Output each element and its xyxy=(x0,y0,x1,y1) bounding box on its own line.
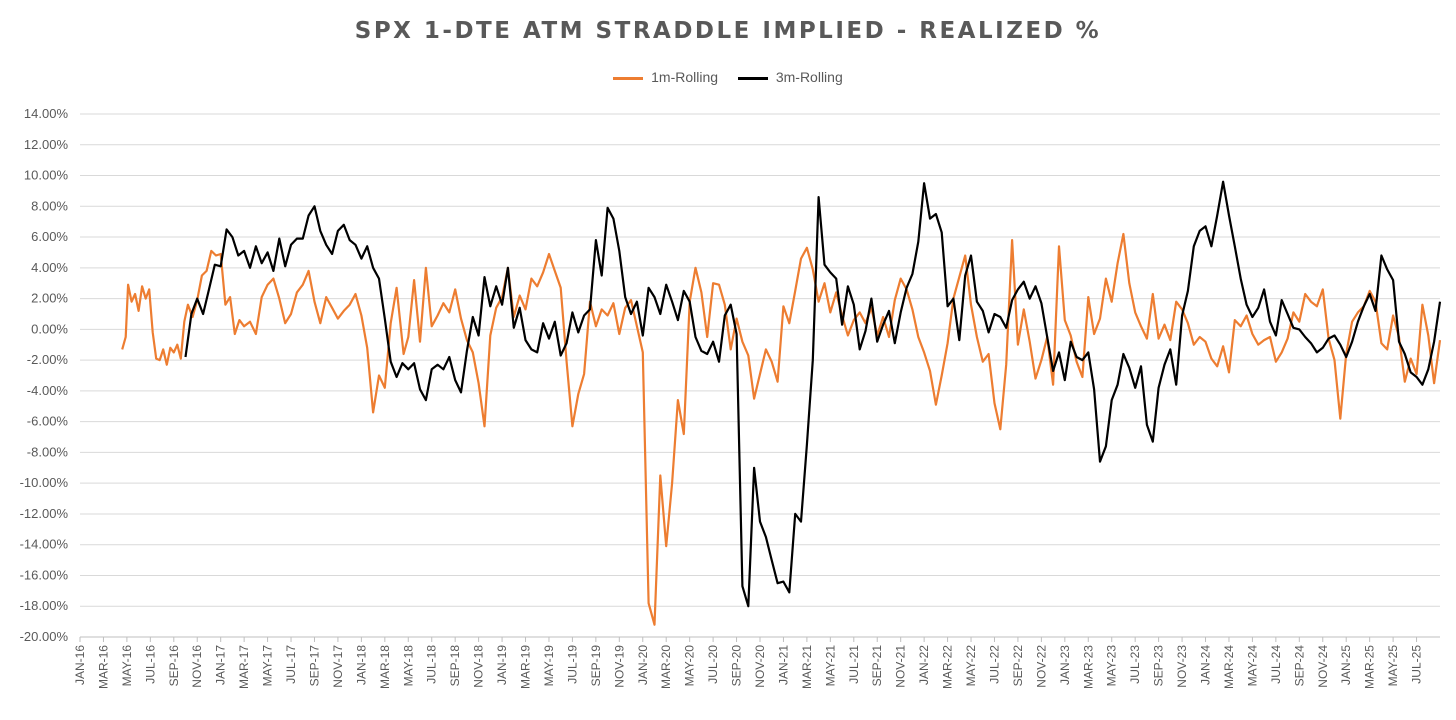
x-tick-label: SEP-18 xyxy=(448,645,462,687)
series-line-1m-rolling xyxy=(121,232,1442,626)
x-tick-label: MAR-17 xyxy=(237,645,251,689)
x-tick-label: MAR-25 xyxy=(1363,645,1377,689)
legend-label-3m: 3m-Rolling xyxy=(775,69,843,86)
y-tick-label: 10.00% xyxy=(24,168,69,183)
x-tick-label: MAY-17 xyxy=(261,645,275,687)
y-tick-label: 12.00% xyxy=(24,137,69,152)
x-tick-label: MAY-23 xyxy=(1105,645,1119,687)
legend-swatch-1m xyxy=(613,77,644,81)
x-tick-label: JAN-22 xyxy=(917,645,931,685)
x-tick-label: JAN-25 xyxy=(1339,645,1353,685)
x-tick-label: SEP-24 xyxy=(1292,645,1306,687)
y-tick-label: 6.00% xyxy=(31,229,68,244)
x-tick-label: JAN-16 xyxy=(73,645,87,685)
x-tick-label: NOV-20 xyxy=(753,645,767,688)
x-tick-label: MAR-21 xyxy=(800,645,814,689)
y-tick-label: 4.00% xyxy=(31,260,68,275)
x-tick-label: MAY-21 xyxy=(823,645,837,687)
x-tick-label: NOV-22 xyxy=(1034,645,1048,688)
series-lines xyxy=(121,180,1442,626)
y-tick-label: 2.00% xyxy=(31,291,68,306)
x-tick-label: JUL-19 xyxy=(565,645,579,684)
x-tick-label: MAY-24 xyxy=(1245,645,1259,687)
x-tick-label: SEP-19 xyxy=(589,645,603,687)
x-tick-label: SEP-22 xyxy=(1011,645,1025,687)
x-tick-label: MAY-20 xyxy=(683,645,697,687)
x-tick-label: JAN-23 xyxy=(1058,645,1072,685)
x-tick-label: MAR-16 xyxy=(96,645,110,689)
y-tick-label: -14.00% xyxy=(20,537,69,552)
legend-entry-1m: 1m-Rolling xyxy=(613,69,718,85)
y-tick-label: 8.00% xyxy=(31,198,68,213)
x-tick-label: MAY-19 xyxy=(542,645,556,687)
legend-entry-3m: 3m-Rolling xyxy=(737,69,843,86)
y-tick-label: -10.00% xyxy=(20,475,69,490)
x-tick-label: SEP-20 xyxy=(730,645,744,687)
x-tick-label: NOV-19 xyxy=(612,645,626,688)
y-tick-label: -4.00% xyxy=(27,383,69,398)
x-tick-label: SEP-17 xyxy=(307,645,321,687)
x-tick-label: SEP-16 xyxy=(167,645,181,687)
x-tick-label: MAY-22 xyxy=(964,645,978,687)
legend-label-1m: 1m-Rolling xyxy=(651,69,719,86)
x-tick-label: MAY-18 xyxy=(401,645,415,687)
y-tick-label: -2.00% xyxy=(27,352,69,367)
x-tick-label: SEP-23 xyxy=(1152,645,1166,687)
y-axis: 14.00% 12.00% 10.00% 8.00% 6.00% 4.00% 2.00% 0.… xyxy=(20,106,69,644)
x-tick-label: NOV-18 xyxy=(472,645,486,688)
y-tick-label: -20.00% xyxy=(20,629,69,644)
y-tick-label: -8.00% xyxy=(27,444,69,459)
y-tick-label: -18.00% xyxy=(20,598,69,613)
x-tick-label: MAR-23 xyxy=(1081,645,1095,689)
x-tick-label: JUL-17 xyxy=(284,645,298,684)
x-tick-label: NOV-16 xyxy=(190,645,204,688)
legend-swatch-3m xyxy=(737,77,768,81)
x-tick-label: JAN-21 xyxy=(776,645,790,685)
x-tick-label: JUL-22 xyxy=(987,645,1001,684)
y-tick-label: -12.00% xyxy=(20,506,69,521)
x-tick-label: JUL-16 xyxy=(143,645,157,684)
y-tick-label: 14.00% xyxy=(24,106,69,121)
x-axis: JAN-16 MAR-16 MAY-16 JUL-16 SEP-16 NOV-16 JAN-… xyxy=(73,636,1440,689)
x-tick-label: MAR-24 xyxy=(1222,645,1236,689)
x-tick-label: JAN-18 xyxy=(354,645,368,685)
x-tick-label: JAN-20 xyxy=(636,645,650,685)
x-tick-label: NOV-17 xyxy=(331,645,345,688)
x-tick-label: MAR-19 xyxy=(519,645,533,689)
x-tick-label: JUL-24 xyxy=(1269,645,1283,684)
x-tick-label: MAY-25 xyxy=(1386,645,1400,687)
x-tick-label: MAR-18 xyxy=(378,645,392,689)
x-tick-label: JUL-21 xyxy=(847,645,861,684)
legend: 1m-Rolling 3m-Rolling xyxy=(0,68,1456,85)
y-tick-label: -6.00% xyxy=(27,414,69,429)
x-tick-label: MAR-22 xyxy=(941,645,955,689)
y-tick-label: 0.00% xyxy=(31,321,68,336)
x-tick-label: JUL-18 xyxy=(425,645,439,684)
x-tick-label: MAY-16 xyxy=(120,645,134,687)
x-tick-label: JUL-23 xyxy=(1128,645,1142,684)
x-tick-label: NOV-23 xyxy=(1175,645,1189,688)
x-tick-label: JAN-19 xyxy=(495,645,509,685)
x-tick-label: NOV-24 xyxy=(1316,645,1330,688)
x-tick-label: JAN-24 xyxy=(1199,645,1213,685)
x-tick-label: JAN-17 xyxy=(214,645,228,685)
x-tick-label: JUL-25 xyxy=(1410,645,1424,684)
x-tick-label: JUL-20 xyxy=(706,645,720,684)
y-tick-label: -16.00% xyxy=(20,567,69,582)
x-tick-label: SEP-21 xyxy=(870,645,884,687)
chart-title: SPX 1-DTE ATM STRADDLE IMPLIED - REALIZE… xyxy=(354,18,1102,44)
x-tick-label: NOV-21 xyxy=(894,645,908,688)
series-line-3m-rolling xyxy=(184,180,1442,608)
x-tick-label: MAR-20 xyxy=(659,645,673,689)
